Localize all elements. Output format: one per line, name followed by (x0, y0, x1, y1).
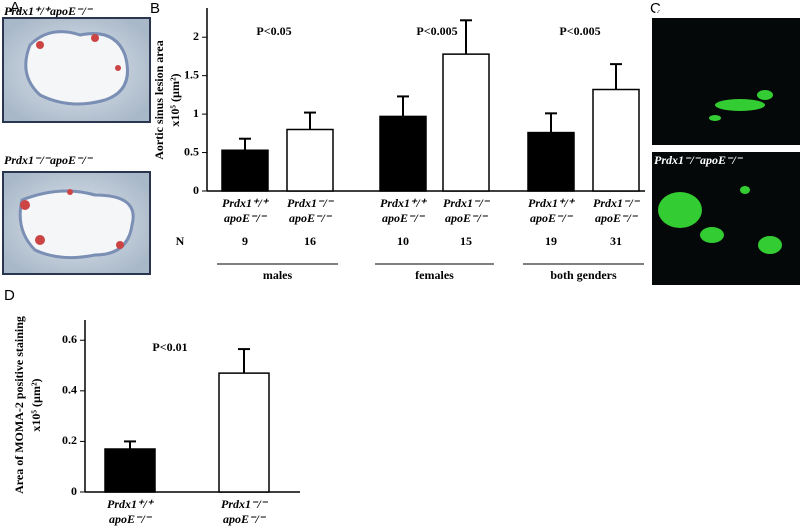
y-axis-label: x10⁵ (µm²) (29, 378, 43, 431)
y-tick-label: 0.4 (62, 383, 77, 397)
panel-label: B (150, 0, 160, 17)
n-value: 31 (610, 234, 622, 248)
p-value: P<0.005 (416, 24, 457, 38)
n-value: 10 (397, 234, 409, 248)
y-axis-label: Area of MOMA-2 positive staining (12, 316, 26, 494)
y-tick-label: 0 (193, 183, 199, 197)
bar (286, 128, 334, 192)
group-label: females (415, 268, 454, 282)
n-label: N (176, 234, 185, 248)
y-tick-label: 0 (71, 484, 77, 498)
y-tick-label: 0.5 (184, 144, 199, 158)
panel-label: D (4, 287, 15, 304)
micrograph (2, 171, 151, 275)
panel-label: A (10, 0, 20, 16)
fluorescence (709, 90, 773, 121)
y-tick-label: 0.6 (62, 332, 77, 346)
y-tick-label: 1 (193, 106, 199, 120)
micrograph (652, 18, 800, 145)
x-tick-label: Prdx1⁻/⁻ apoE⁻/⁻ (287, 196, 335, 225)
bar (104, 448, 156, 493)
micrograph (2, 17, 151, 123)
n-value: 16 (304, 234, 316, 248)
group-label: males (263, 268, 293, 282)
image-caption: Prdx1⁺/⁺apoE⁻/⁻ (654, 4, 744, 18)
image-caption: Prdx1⁺/⁺apoE⁻/⁻ (4, 4, 94, 18)
image-caption: Prdx1⁻/⁻apoE⁻/⁻ (4, 153, 94, 167)
y-axis-label: Aortic sinus lesion area (152, 40, 166, 159)
bar (442, 53, 490, 192)
x-tick-label: Prdx1⁻/⁻ apoE⁻/⁻ (593, 196, 641, 225)
n-value: 9 (242, 234, 248, 248)
n-value: 15 (460, 234, 472, 248)
y-tick-label: 2 (193, 29, 199, 43)
bar (527, 131, 575, 192)
panel-label: C (650, 0, 661, 17)
y-tick-label: 1.5 (184, 67, 199, 81)
x-tick-label: Prdx1⁺/⁺ apoE⁻/⁻ (107, 497, 155, 526)
image-caption: Prdx1⁻/⁻apoE⁻/⁻ (654, 153, 744, 167)
y-axis-label: x10⁵ (µm²) (168, 73, 182, 126)
x-tick-label: Prdx1⁻/⁻ apoE⁻/⁻ (221, 497, 269, 526)
x-tick-label: Prdx1⁻/⁻ apoE⁻/⁻ (443, 196, 491, 225)
p-value: P<0.05 (256, 24, 291, 38)
n-value: 19 (545, 234, 557, 248)
bar (592, 88, 640, 192)
group-label: both genders (550, 268, 617, 282)
p-value: P<0.005 (559, 24, 600, 38)
y-tick-label: 0.2 (62, 433, 77, 447)
fluorescence (658, 186, 782, 254)
bar (221, 149, 269, 192)
x-tick-label: Prdx1⁺/⁺ apoE⁻/⁻ (528, 196, 576, 225)
bar (218, 372, 270, 493)
x-tick-label: Prdx1⁺/⁺ apoE⁻/⁻ (222, 196, 270, 225)
bar (379, 115, 427, 192)
x-tick-label: Prdx1⁺/⁺ apoE⁻/⁻ (380, 196, 428, 225)
p-value: P<0.01 (152, 340, 187, 354)
